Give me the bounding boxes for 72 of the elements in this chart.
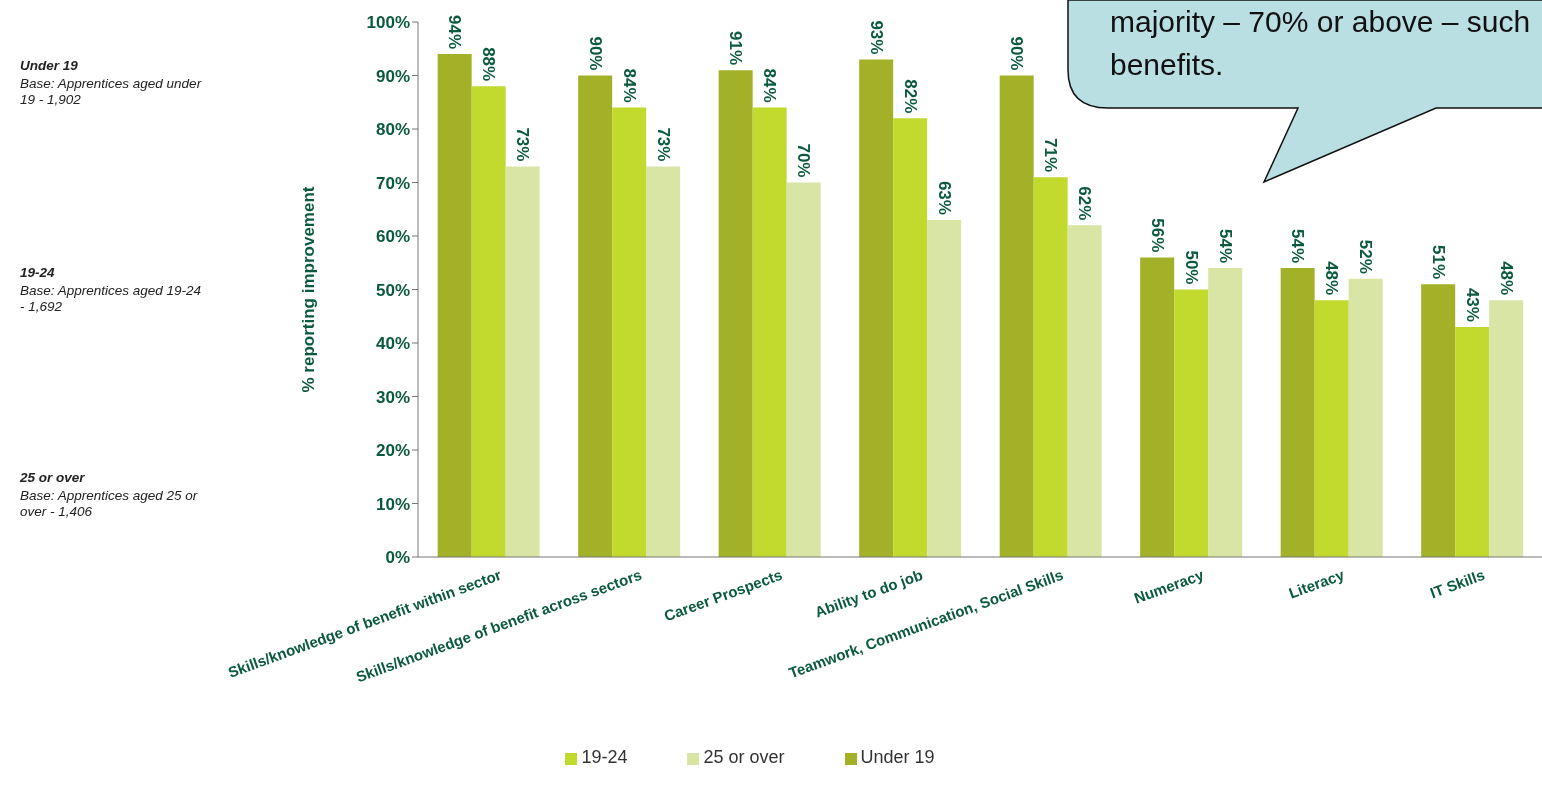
y-tick-label: 10% (375, 494, 410, 514)
bar (859, 59, 894, 557)
text: Base: Apprentices aged 25 or over - 1,406 (20, 488, 199, 519)
bar (718, 70, 753, 557)
y-tick-label: 80% (375, 120, 410, 140)
data-label: 90% (1007, 36, 1027, 71)
bar (1067, 225, 1102, 557)
y-tick-label: 60% (375, 227, 410, 247)
bar (1033, 177, 1068, 557)
data-label: 52% (1356, 239, 1376, 274)
y-axis-title: % reporting improvement (299, 186, 319, 393)
text: Base: Apprentices aged 19-24 - 1,692 (20, 283, 203, 314)
bar (505, 166, 540, 557)
bar (1489, 300, 1524, 557)
bar (1348, 278, 1383, 557)
data-label: 50% (1181, 250, 1201, 285)
data-label: 91% (726, 31, 746, 66)
data-label: 82% (900, 79, 920, 114)
data-label: 56% (1147, 218, 1167, 253)
bar (578, 75, 613, 557)
data-label: 48% (1322, 261, 1342, 296)
bar (893, 118, 928, 557)
bar (1421, 284, 1456, 557)
bar (471, 86, 506, 557)
y-tick-label: 30% (375, 387, 410, 407)
y-tick-label: 70% (375, 173, 410, 193)
data-label: 51% (1428, 245, 1448, 280)
y-tick-label: 0% (385, 548, 410, 568)
legend-label: Under 19 (860, 747, 935, 767)
text: 25 or over (20, 470, 86, 486)
data-label: 63% (934, 180, 954, 215)
data-label: 88% (479, 47, 499, 82)
bar (437, 54, 472, 557)
bar (1174, 289, 1209, 557)
data-label: 43% (1462, 287, 1482, 322)
data-label: 73% (513, 127, 533, 162)
data-label: 54% (1288, 229, 1308, 264)
data-label: 70% (794, 143, 814, 178)
data-label: 84% (760, 68, 780, 103)
y-tick-label: 100% (366, 13, 410, 33)
legend-label: 25 or over (703, 747, 785, 767)
y-tick-label: 40% (375, 334, 410, 354)
bar (786, 182, 821, 557)
x-tick-label: IT Skills (1427, 565, 1487, 602)
y-tick-label: 50% (375, 280, 410, 300)
bar (1314, 300, 1349, 557)
data-label: 90% (585, 36, 605, 71)
data-label: 71% (1041, 138, 1061, 173)
data-label: 94% (445, 15, 465, 50)
bar (927, 219, 962, 557)
bar (752, 107, 787, 557)
data-label: 54% (1215, 229, 1235, 264)
x-tick-label: Ability to do job (812, 565, 925, 621)
data-label: 93% (866, 20, 886, 55)
text: Base: Apprentices aged under 19 - 1,902 (20, 76, 203, 107)
data-label: 48% (1496, 261, 1516, 296)
y-tick-label: 90% (375, 66, 410, 86)
bar (612, 107, 647, 557)
bar (1455, 326, 1490, 557)
data-label: 84% (619, 68, 639, 103)
data-label: 62% (1075, 186, 1095, 221)
annotation: majority – 70% or above – such benefits. (1110, 4, 1532, 83)
bar (999, 75, 1034, 557)
data-label: 73% (653, 127, 673, 162)
text: Under 19 (20, 58, 79, 74)
y-tick-label: 20% (375, 441, 410, 461)
bar (646, 166, 681, 557)
bar (1140, 257, 1175, 557)
bar (1280, 268, 1315, 557)
legend-label: 19-24 (581, 747, 628, 767)
bar (1208, 268, 1243, 557)
text: 19-24 (20, 265, 56, 281)
